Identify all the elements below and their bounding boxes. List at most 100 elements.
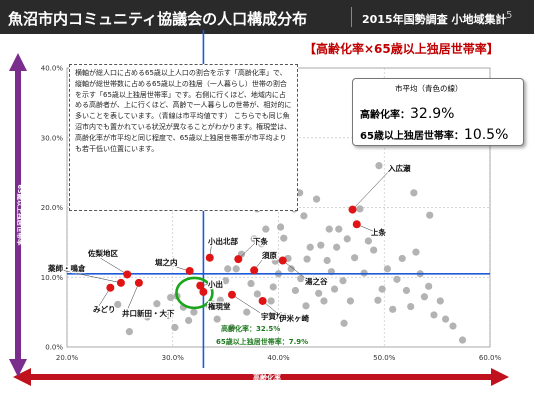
- page-title: 魚沼市内コミュニティ協議会の人口構成分布: [8, 10, 308, 28]
- scatter-point-gray: [228, 323, 236, 332]
- point-label: 伊米ヶ崎: [278, 313, 309, 323]
- scatter-point-labeled: [199, 287, 208, 296]
- average-aging-value: 32.9%: [410, 106, 455, 122]
- scatter-point-labeled: [196, 281, 205, 290]
- scatter-point-gray: [398, 254, 406, 263]
- scatter-point-labeled: [134, 278, 143, 287]
- scatter-point-gray: [343, 235, 351, 243]
- title-divider: [351, 7, 352, 27]
- scatter-point-gray: [407, 302, 415, 311]
- page-number: 5: [506, 10, 513, 21]
- slide-header: 魚沼市内コミュニティ協議会の人口構成分布 2015年国勢調査 小地域集計 5: [0, 0, 534, 34]
- leader-line: [91, 252, 128, 275]
- scatter-point-labeled: [227, 290, 236, 299]
- scatter-point-gray: [164, 312, 173, 320]
- y-axis-label: 65歳以上独居世帯率: [16, 184, 25, 246]
- leader-line: [158, 261, 190, 272]
- scatter-point-gray: [280, 234, 288, 242]
- x-axis-label: 高齢化率: [253, 373, 281, 382]
- leader-line: [282, 260, 310, 282]
- highlight-aging-text: 高齢化率：32.5%: [221, 324, 280, 333]
- scatter-point-labeled: [185, 266, 194, 275]
- scatter-point-gray: [247, 279, 255, 288]
- scatter-point-gray: [291, 286, 300, 295]
- scatter-point-gray: [190, 308, 198, 316]
- chart-subtitle: 【高齢化率×65歳以上独居世帯率】: [304, 42, 499, 56]
- scatter-point-gray: [412, 248, 420, 256]
- leader-line: [352, 167, 393, 210]
- point-label: 権現堂: [208, 301, 231, 311]
- scatter-point-labeled: [278, 256, 287, 265]
- scatter-point-gray: [224, 265, 232, 273]
- scatter-point-gray: [243, 308, 251, 316]
- scatter-point-gray: [271, 257, 279, 265]
- scatter-point-gray: [375, 162, 383, 170]
- point-label: 堀之内: [155, 257, 178, 267]
- scatter-point-gray: [458, 336, 467, 344]
- y-tick-label: 30.0%: [41, 134, 64, 142]
- scatter-point-gray: [356, 205, 364, 213]
- scatter-point-gray: [167, 293, 175, 302]
- x-tick-label: 60.0%: [479, 354, 502, 362]
- scatter-point-gray: [425, 282, 433, 290]
- scatter-point-gray: [402, 286, 411, 295]
- scatter-point-gray: [364, 237, 372, 245]
- scatter-point-gray: [320, 297, 328, 305]
- scatter-point-gray: [114, 300, 122, 309]
- y-tick-label: 20.0%: [41, 204, 64, 212]
- scatter-point-gray: [393, 275, 401, 283]
- average-title: 市平均（青色の線）: [395, 84, 463, 93]
- x-tick-label: 50.0%: [373, 354, 396, 362]
- point-label: 須原: [261, 250, 277, 260]
- scatter-point-gray: [297, 275, 305, 283]
- point-label: 小出北部: [208, 236, 238, 246]
- scatter-point-gray: [216, 296, 224, 304]
- scatter-point-gray: [430, 311, 438, 319]
- y-tick-label: 10.0%: [41, 274, 64, 282]
- scatter-point-gray: [222, 277, 230, 285]
- scatter-point-labeled: [205, 253, 214, 262]
- scatter-point-gray: [340, 319, 348, 327]
- scatter-point-gray: [436, 297, 444, 305]
- scatter-point-gray: [171, 323, 179, 332]
- average-aging-label: 高齢化率：: [360, 110, 410, 121]
- scatter-point-gray: [185, 316, 193, 325]
- scatter-point-labeled: [106, 283, 115, 292]
- scatter-point-gray: [374, 296, 382, 304]
- scatter-point-gray: [389, 305, 397, 313]
- scatter-point-gray: [325, 225, 333, 233]
- leader-line: [125, 282, 140, 314]
- y-tick-label: 40.0%: [41, 65, 64, 73]
- scatter-point-gray: [232, 265, 240, 273]
- scatter-point-labeled: [352, 220, 361, 229]
- scatter-point-gray: [346, 297, 355, 305]
- scatter-point-labeled: [234, 255, 243, 264]
- scatter-point-gray: [213, 315, 221, 323]
- scatter-point-gray: [257, 240, 266, 248]
- survey-source: 2015年国勢調査 小地域集計: [362, 13, 507, 26]
- scatter-point-gray: [306, 243, 314, 251]
- scatter-point-gray: [312, 195, 321, 203]
- x-tick-label: 30.0%: [162, 354, 185, 362]
- scatter-point-gray: [426, 211, 434, 219]
- y-tick-label: 0.0%: [45, 344, 63, 352]
- average-box: 市平均（青色の線） 高齢化率：32.9% 65歳以上独居世帯率：10.5%: [352, 78, 524, 146]
- scatter-point-gray: [250, 235, 258, 243]
- x-tick-label: 40.0%: [267, 354, 290, 362]
- scatter-point-gray: [420, 293, 429, 301]
- scatter-point-gray: [266, 250, 274, 258]
- point-label: 佐梨地区: [87, 248, 118, 258]
- highlight-circle: [175, 276, 214, 310]
- x-tick-label: 20.0%: [56, 354, 79, 362]
- scatter-point-gray: [153, 300, 161, 308]
- scatter-point-labeled: [250, 266, 259, 275]
- scatter-point-gray: [125, 328, 133, 336]
- scatter-point-gray: [287, 265, 295, 273]
- scatter-point-gray: [339, 277, 347, 285]
- scatter-point-gray: [335, 225, 343, 233]
- scatter-point-gray: [333, 243, 341, 251]
- scatter-point-gray: [253, 290, 261, 298]
- average-solo-label: 65歳以上独居世帯率：: [360, 131, 464, 142]
- scatter-point-gray: [281, 312, 289, 320]
